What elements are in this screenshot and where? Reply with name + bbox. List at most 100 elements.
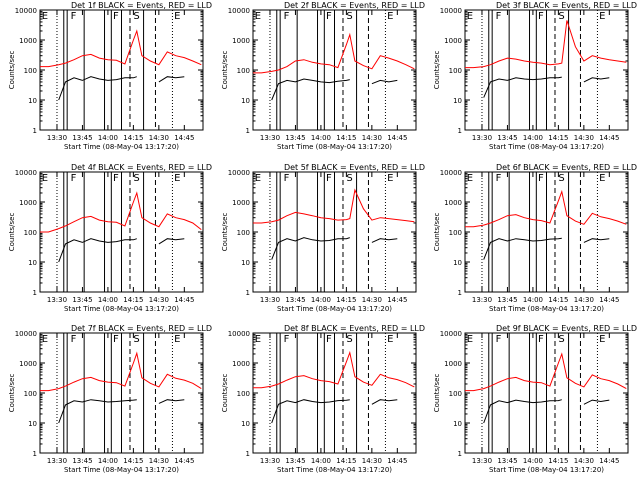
series-line-events [483, 76, 610, 98]
panel-title: Det 3f BLACK = Events, RED = LLD [496, 1, 637, 10]
region-marker-label: E [255, 334, 261, 345]
region-marker-label: E [467, 173, 473, 184]
y-tick-label: 1000 [19, 37, 37, 45]
x-tick-label: 14:15 [336, 134, 356, 142]
y-tick-label: 100 [24, 390, 37, 398]
y-tick-label: 1000 [444, 37, 462, 45]
region-marker-label: S [558, 334, 564, 345]
region-marker-label: E [387, 11, 393, 22]
panel-det-5: Det 5f BLACK = Events, RED = LLD 1 10 100 10… [221, 163, 425, 313]
y-tick-label: 1 [246, 289, 250, 297]
y-tick-label: 10000 [15, 169, 37, 177]
y-tick-label: 100 [449, 390, 462, 398]
y-tick-label: 1 [458, 450, 462, 458]
panel-title: Det 9f BLACK = Events, RED = LLD [496, 324, 637, 333]
x-tick-label: 14:30 [362, 457, 382, 465]
panel-title: Det 7f BLACK = Events, RED = LLD [71, 324, 212, 333]
y-tick-label: 10000 [15, 7, 37, 15]
x-tick-label: 14:45 [599, 134, 619, 142]
x-tick-label: 14:45 [599, 457, 619, 465]
y-tick-label: 10 [241, 259, 250, 267]
x-tick-label: 14:00 [98, 457, 118, 465]
y-tick-label: 10 [28, 420, 37, 428]
y-tick-label: 10000 [228, 7, 250, 15]
panel-title: Det 2f BLACK = Events, RED = LLD [284, 1, 425, 10]
x-axis-label: Start Time (08-May-04 13:17:20) [489, 466, 604, 474]
series-line-lld [40, 351, 202, 392]
y-tick-label: 10 [28, 97, 37, 105]
y-tick-label: 1 [246, 450, 250, 458]
x-axis-label: Start Time (08-May-04 13:17:20) [64, 143, 179, 151]
x-tick-label: 14:15 [123, 296, 143, 304]
y-tick-label: 100 [237, 229, 250, 237]
y-tick-label: 1000 [232, 360, 250, 368]
x-tick-label: 14:00 [98, 296, 118, 304]
x-tick-label: 13:45 [285, 457, 305, 465]
y-tick-label: 100 [237, 390, 250, 398]
region-marker-label: F [538, 173, 544, 184]
x-tick-label: 13:45 [497, 457, 517, 465]
y-axis-label: Counts/sec [8, 51, 16, 90]
panel-title: Det 6f BLACK = Events, RED = LLD [496, 163, 637, 172]
x-tick-label: 14:45 [387, 134, 407, 142]
y-axis-label: Counts/sec [221, 51, 229, 90]
x-axis-label: Start Time (08-May-04 13:17:20) [64, 466, 179, 474]
region-marker-label: S [133, 334, 139, 345]
region-marker-label: E [42, 11, 48, 22]
x-tick-label: 14:30 [362, 296, 382, 304]
x-tick-label: 13:30 [260, 296, 280, 304]
x-tick-label: 14:30 [149, 134, 169, 142]
y-tick-label: 1 [33, 450, 37, 458]
region-marker-label: F [113, 334, 119, 345]
x-tick-label: 13:45 [497, 296, 517, 304]
x-tick-label: 14:30 [362, 134, 382, 142]
x-axis-label: Start Time (08-May-04 13:17:20) [277, 305, 392, 313]
region-marker-label: E [467, 334, 473, 345]
region-marker-label: E [467, 11, 473, 22]
panel-det-9: Det 9f BLACK = Events, RED = LLD 1 10 100 10… [433, 324, 637, 474]
region-marker-label: F [496, 11, 502, 22]
x-tick-label: 14:45 [387, 457, 407, 465]
region-marker-label: F [496, 334, 502, 345]
x-tick-label: 13:45 [72, 296, 92, 304]
x-axis-label: Start Time (08-May-04 13:17:20) [277, 466, 392, 474]
y-tick-label: 1000 [444, 199, 462, 207]
x-tick-label: 14:45 [174, 134, 194, 142]
y-axis-label: Counts/sec [433, 374, 441, 413]
region-marker-label: S [346, 11, 352, 22]
series-line-events [271, 78, 398, 101]
region-marker-label: S [558, 173, 564, 184]
y-tick-label: 10 [241, 420, 250, 428]
x-tick-label: 14:15 [548, 296, 568, 304]
region-marker-label: F [71, 173, 77, 184]
y-axis-label: Counts/sec [221, 213, 229, 252]
region-marker-label: F [113, 11, 119, 22]
y-tick-label: 10 [453, 420, 462, 428]
y-tick-label: 10000 [440, 7, 462, 15]
x-tick-label: 13:30 [472, 134, 492, 142]
x-tick-label: 14:00 [311, 134, 331, 142]
x-tick-label: 14:00 [523, 296, 543, 304]
y-tick-label: 10000 [228, 330, 250, 338]
series-line-lld [465, 189, 627, 228]
x-tick-label: 13:45 [285, 134, 305, 142]
region-marker-label: F [326, 334, 332, 345]
y-tick-label: 10 [453, 259, 462, 267]
region-marker-label: S [133, 11, 139, 22]
y-axis-label: Counts/sec [433, 51, 441, 90]
x-tick-label: 14:15 [548, 134, 568, 142]
x-tick-label: 14:15 [123, 134, 143, 142]
region-marker-label: S [346, 334, 352, 345]
x-tick-label: 13:30 [472, 296, 492, 304]
x-tick-label: 14:00 [311, 457, 331, 465]
x-tick-label: 14:45 [174, 296, 194, 304]
x-tick-label: 13:30 [472, 457, 492, 465]
region-marker-label: F [71, 11, 77, 22]
panel-det-6: Det 6f BLACK = Events, RED = LLD 1 10 100 10… [433, 163, 637, 313]
x-tick-label: 14:30 [574, 457, 594, 465]
x-tick-label: 14:15 [548, 457, 568, 465]
x-tick-label: 13:45 [497, 134, 517, 142]
panel-det-8: Det 8f BLACK = Events, RED = LLD 1 10 100 10… [221, 324, 425, 474]
y-axis-label: Counts/sec [8, 213, 16, 252]
series-line-events [483, 399, 610, 424]
